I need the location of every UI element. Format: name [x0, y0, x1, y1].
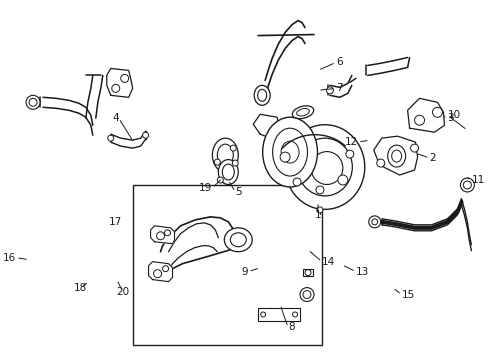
Circle shape: [303, 291, 311, 298]
Text: 18: 18: [74, 283, 88, 293]
Ellipse shape: [263, 117, 318, 187]
Text: 3: 3: [447, 113, 454, 123]
Polygon shape: [408, 98, 444, 132]
Polygon shape: [148, 262, 172, 282]
Text: 12: 12: [344, 137, 358, 147]
Circle shape: [143, 132, 148, 138]
Ellipse shape: [230, 233, 246, 247]
Circle shape: [326, 87, 333, 94]
Ellipse shape: [297, 138, 352, 196]
Ellipse shape: [281, 141, 299, 163]
Circle shape: [464, 181, 471, 189]
Ellipse shape: [219, 159, 238, 184]
Circle shape: [218, 177, 223, 183]
Circle shape: [369, 216, 381, 228]
Circle shape: [214, 159, 220, 165]
Ellipse shape: [311, 152, 343, 184]
Polygon shape: [374, 136, 417, 175]
Polygon shape: [280, 154, 335, 194]
Circle shape: [372, 219, 378, 225]
Ellipse shape: [296, 108, 309, 116]
Circle shape: [411, 144, 418, 152]
Text: 11: 11: [471, 175, 485, 185]
Polygon shape: [107, 68, 133, 97]
Text: 10: 10: [447, 110, 461, 120]
Text: 8: 8: [288, 323, 294, 332]
Text: 7: 7: [336, 84, 343, 93]
Text: 16: 16: [3, 253, 16, 263]
Text: 14: 14: [322, 257, 335, 267]
Circle shape: [293, 312, 297, 317]
Circle shape: [280, 152, 290, 162]
Circle shape: [112, 84, 120, 92]
Ellipse shape: [392, 150, 402, 162]
Text: 20: 20: [116, 287, 129, 297]
Ellipse shape: [218, 144, 233, 166]
Text: 5: 5: [235, 187, 242, 197]
Text: 4: 4: [112, 113, 119, 123]
Ellipse shape: [272, 128, 308, 176]
Circle shape: [29, 98, 37, 106]
Circle shape: [157, 232, 165, 240]
Bar: [303, 269, 313, 276]
Text: 9: 9: [242, 267, 248, 276]
Ellipse shape: [212, 138, 238, 172]
Circle shape: [346, 150, 354, 158]
Circle shape: [163, 266, 169, 272]
Circle shape: [293, 178, 301, 186]
Circle shape: [305, 270, 311, 276]
Ellipse shape: [254, 85, 270, 105]
Text: 15: 15: [402, 289, 415, 300]
Text: 17: 17: [109, 217, 122, 227]
Bar: [133, 185, 322, 345]
Circle shape: [232, 160, 238, 166]
Circle shape: [433, 107, 442, 117]
Text: 1: 1: [315, 210, 321, 220]
Circle shape: [121, 75, 129, 82]
Circle shape: [230, 145, 236, 151]
Circle shape: [153, 270, 162, 278]
Ellipse shape: [285, 125, 365, 210]
Text: 2: 2: [430, 153, 436, 163]
Bar: [258, 307, 300, 321]
Ellipse shape: [258, 89, 267, 101]
Circle shape: [461, 178, 474, 192]
Text: 19: 19: [199, 183, 212, 193]
Circle shape: [338, 175, 348, 185]
Circle shape: [300, 288, 314, 302]
Circle shape: [377, 159, 385, 167]
Circle shape: [316, 186, 324, 194]
Circle shape: [317, 207, 323, 213]
Ellipse shape: [224, 228, 252, 252]
Circle shape: [261, 312, 266, 317]
Circle shape: [165, 230, 171, 236]
Polygon shape: [253, 114, 280, 140]
Text: 13: 13: [356, 267, 369, 276]
Circle shape: [108, 135, 114, 141]
Circle shape: [26, 95, 40, 109]
Ellipse shape: [388, 145, 406, 167]
Text: 6: 6: [336, 58, 343, 67]
Circle shape: [415, 115, 424, 125]
Polygon shape: [150, 226, 174, 244]
Ellipse shape: [222, 164, 234, 180]
Ellipse shape: [293, 106, 314, 119]
